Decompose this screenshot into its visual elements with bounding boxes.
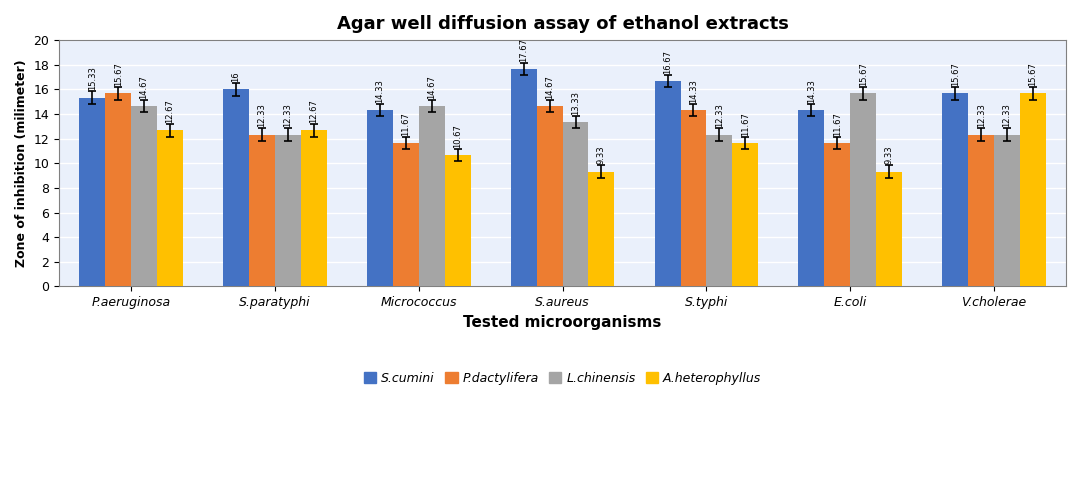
- Text: 12.67: 12.67: [309, 99, 318, 123]
- Text: 14.67: 14.67: [139, 75, 148, 98]
- Bar: [301, 131, 326, 287]
- Title: Agar well diffusion assay of ethanol extracts: Agar well diffusion assay of ethanol ext…: [336, 15, 788, 33]
- Text: 13.33: 13.33: [571, 91, 580, 115]
- Text: 15.33: 15.33: [88, 67, 96, 91]
- Bar: [536, 106, 562, 287]
- Bar: [511, 69, 536, 287]
- Text: 11.67: 11.67: [740, 112, 750, 135]
- Text: 9.33: 9.33: [597, 146, 606, 164]
- Text: 14.33: 14.33: [375, 79, 385, 103]
- Bar: [157, 131, 183, 287]
- Text: 14.67: 14.67: [427, 75, 437, 98]
- Bar: [418, 106, 444, 287]
- Bar: [655, 81, 681, 287]
- Bar: [876, 171, 902, 287]
- Bar: [105, 94, 131, 287]
- Text: 12.67: 12.67: [165, 99, 174, 123]
- Text: 14.33: 14.33: [806, 79, 816, 103]
- Text: 14.67: 14.67: [545, 75, 555, 98]
- Y-axis label: Zone of inhibition (milimeter): Zone of inhibition (milimeter): [15, 60, 28, 267]
- Bar: [444, 155, 470, 287]
- Bar: [275, 134, 301, 287]
- Text: 15.67: 15.67: [114, 62, 122, 86]
- Text: 12.33: 12.33: [1002, 104, 1012, 128]
- Bar: [588, 171, 614, 287]
- Text: 12.33: 12.33: [283, 104, 292, 128]
- Text: 15.67: 15.67: [858, 62, 868, 86]
- Bar: [223, 89, 249, 287]
- Bar: [1020, 94, 1045, 287]
- Bar: [969, 134, 995, 287]
- Text: 11.67: 11.67: [832, 112, 842, 135]
- Bar: [131, 106, 157, 287]
- Text: 14.33: 14.33: [689, 79, 698, 103]
- Bar: [995, 134, 1020, 287]
- Bar: [799, 110, 825, 287]
- Text: 17.67: 17.67: [519, 37, 529, 61]
- Bar: [681, 110, 706, 287]
- Text: 12.33: 12.33: [715, 104, 724, 128]
- Bar: [825, 143, 851, 287]
- Text: 15.67: 15.67: [951, 62, 960, 86]
- Bar: [392, 143, 418, 287]
- Bar: [851, 94, 876, 287]
- Text: 16: 16: [231, 72, 241, 82]
- Bar: [732, 143, 758, 287]
- Bar: [79, 97, 105, 287]
- Text: 9.33: 9.33: [884, 146, 894, 164]
- Bar: [706, 134, 732, 287]
- Text: 10.67: 10.67: [453, 124, 462, 148]
- Bar: [562, 122, 588, 287]
- Bar: [249, 134, 275, 287]
- Bar: [366, 110, 392, 287]
- Bar: [943, 94, 969, 287]
- Text: 16.67: 16.67: [663, 50, 672, 74]
- Text: 12.33: 12.33: [257, 104, 266, 128]
- Text: 11.67: 11.67: [401, 112, 411, 135]
- Legend: S.cumini, P.dactylifera, L.chinensis, A.heterophyllus: S.cumini, P.dactylifera, L.chinensis, A.…: [359, 367, 766, 390]
- Text: 15.67: 15.67: [1028, 62, 1038, 86]
- Text: 12.33: 12.33: [976, 104, 986, 128]
- X-axis label: Tested microorganisms: Tested microorganisms: [464, 315, 662, 330]
